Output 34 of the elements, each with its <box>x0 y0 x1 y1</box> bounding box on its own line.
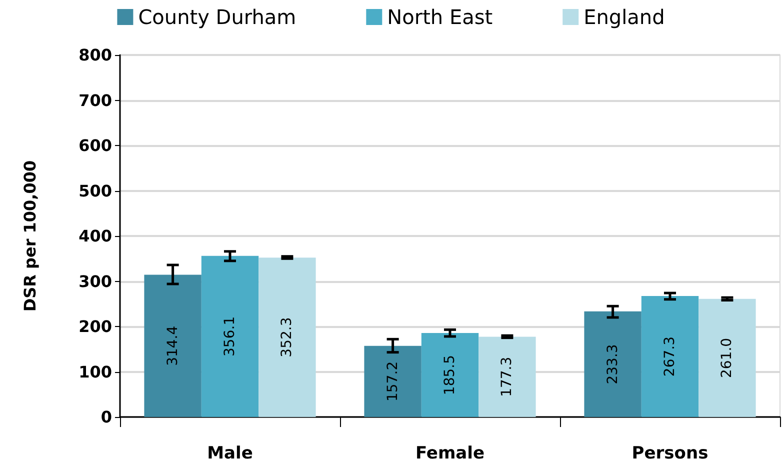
bar <box>258 258 316 417</box>
legend-label: England <box>584 5 665 29</box>
y-tick-label: 700 <box>78 90 112 110</box>
x-tick-label: Male <box>207 444 253 464</box>
y-tick-label: 100 <box>78 362 112 382</box>
data-label: 352.3 <box>279 317 296 358</box>
data-label: 185.5 <box>442 354 458 396</box>
y-tick-label: 400 <box>78 226 112 246</box>
bar <box>698 298 756 417</box>
data-label: 157.2 <box>384 361 401 402</box>
bar <box>584 311 642 417</box>
y-tick-label: 300 <box>78 272 112 291</box>
legend-label: County Durham <box>138 5 296 29</box>
y-tick-label: 0 <box>100 408 112 426</box>
bar <box>478 336 536 417</box>
x-tick-label: Female <box>416 444 484 464</box>
data-label: 261.0 <box>719 338 736 378</box>
y-tick-label: 500 <box>78 181 112 200</box>
x-tick-label: Persons <box>632 444 708 464</box>
bar <box>641 296 699 417</box>
y-tick-label: 600 <box>78 136 112 155</box>
data-label: 267.3 <box>662 336 678 377</box>
data-label: 233.3 <box>604 344 621 384</box>
y-tick-label: 200 <box>78 317 112 336</box>
bar <box>201 256 259 417</box>
bar <box>364 346 422 417</box>
y-tick-label: 800 <box>78 46 112 64</box>
legend-label: North East <box>387 5 493 29</box>
bar <box>421 333 479 417</box>
bar <box>144 274 202 417</box>
data-label: 356.1 <box>222 316 238 356</box>
data-label: 177.3 <box>499 356 516 397</box>
y-axis-title: DSR per 100,000 <box>20 160 40 312</box>
data-label: 314.4 <box>164 326 181 366</box>
